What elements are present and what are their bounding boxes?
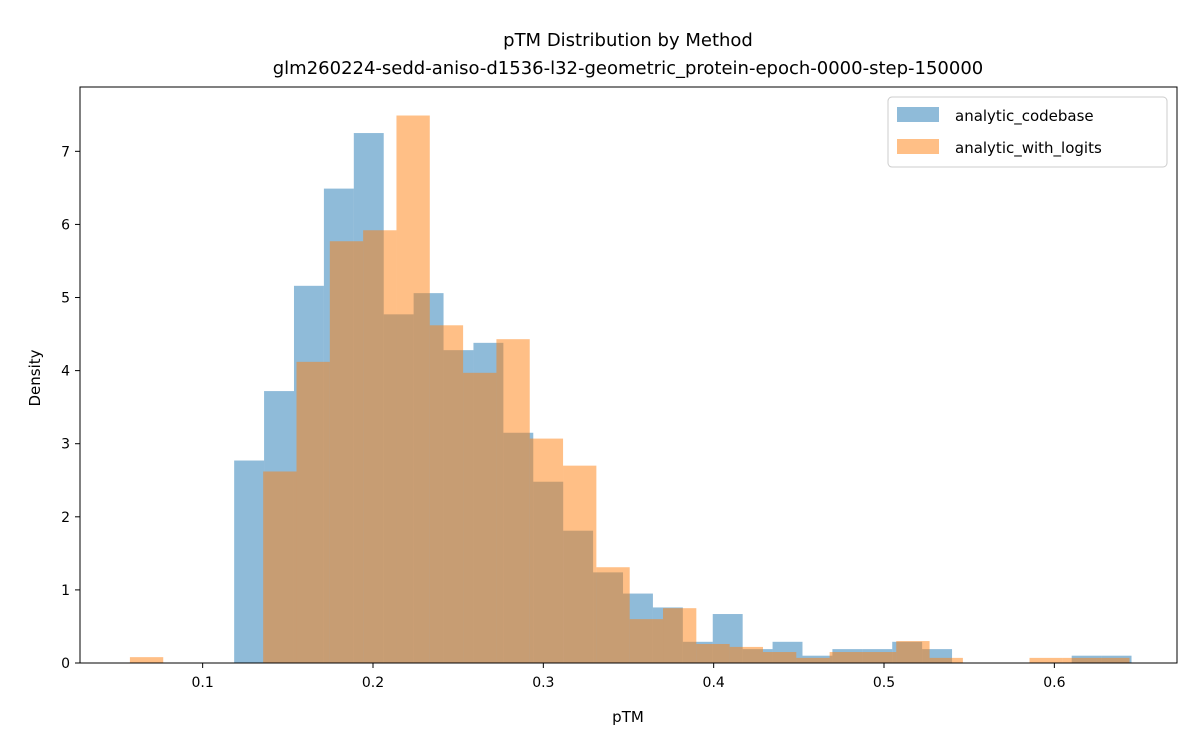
- bar-analytic-with-logits-19: [762, 652, 797, 663]
- legend-swatch-analytic-codebase: [897, 107, 939, 122]
- x-tick-label-0: 0.1: [192, 675, 214, 691]
- bar-analytic-with-logits-22: [862, 652, 897, 663]
- axes-frame: [79, 86, 1178, 664]
- bar-analytic-with-logits-9: [429, 325, 464, 663]
- bar-analytic-with-logits-23: [896, 641, 930, 663]
- y-axis: 0 1 2 3 4 5 6 7: [61, 144, 80, 672]
- legend-swatch-analytic-with-logits: [897, 139, 939, 154]
- bar-analytic-with-logits-13: [563, 465, 597, 663]
- bar-analytic-with-logits-17: [696, 643, 730, 663]
- bar-analytic-with-logits-18: [729, 646, 763, 663]
- bar-analytic-with-logits-27: [1029, 657, 1063, 663]
- x-axis-label: pTM: [612, 708, 644, 726]
- x-axis: 0.1 0.2 0.3 0.4 0.5 0.6: [192, 663, 1066, 691]
- y-tick-label-6: 6: [61, 217, 70, 233]
- bar-analytic-with-logits-16: [663, 608, 697, 663]
- y-tick-label-3: 3: [61, 437, 70, 453]
- y-tick-label-1: 1: [61, 583, 70, 599]
- y-tick-label-4: 4: [61, 364, 70, 380]
- plot-area: [129, 115, 1132, 664]
- y-tick-label-7: 7: [61, 144, 70, 160]
- bar-analytic-with-logits-10: [463, 372, 497, 663]
- legend-label-analytic-codebase: analytic_codebase: [955, 107, 1094, 126]
- bar-analytic-with-logits-14: [596, 567, 630, 663]
- bar-analytic-with-logits-12: [529, 438, 564, 663]
- bar-analytic-with-logits-0: [129, 657, 164, 663]
- bar-analytic-with-logits-28: [1062, 657, 1097, 663]
- bar-analytic-with-logits-8: [396, 115, 430, 663]
- x-tick-label-3: 0.4: [703, 675, 725, 691]
- bar-analytic-with-logits-21: [829, 652, 863, 663]
- x-tick-label-5: 0.6: [1043, 675, 1065, 691]
- bar-analytic-with-logits-6: [329, 241, 364, 664]
- x-tick-label-1: 0.2: [362, 675, 384, 691]
- chart-subtitle: glm260224-sedd-aniso-d1536-l32-geometric…: [273, 58, 983, 79]
- bar-analytic-with-logits-7: [363, 230, 397, 663]
- bar-analytic-with-logits-24: [929, 657, 963, 663]
- bars-layer: [129, 115, 1132, 664]
- bar-analytic-with-logits-5: [296, 361, 330, 663]
- bar-analytic-with-logits-15: [629, 619, 664, 663]
- y-axis-label: Density: [26, 349, 44, 406]
- x-tick-label-4: 0.5: [873, 675, 895, 691]
- x-tick-label-2: 0.3: [532, 675, 554, 691]
- bar-analytic-with-logits-4: [263, 471, 297, 663]
- legend-label-analytic-with-logits: analytic_with_logits: [955, 139, 1102, 158]
- chart-title: pTM Distribution by Method: [503, 30, 753, 51]
- legend: analytic_codebase analytic_with_logits: [887, 96, 1168, 168]
- y-tick-label-2: 2: [61, 510, 70, 526]
- y-tick-label-5: 5: [61, 291, 70, 307]
- bar-analytic-codebase-0: [234, 460, 265, 663]
- bar-analytic-with-logits-20: [796, 657, 830, 663]
- bar-analytic-with-logits-11: [496, 339, 530, 663]
- legend-box: [887, 96, 1168, 168]
- bar-analytic-with-logits-29: [1096, 657, 1130, 663]
- y-tick-label-0: 0: [61, 656, 70, 672]
